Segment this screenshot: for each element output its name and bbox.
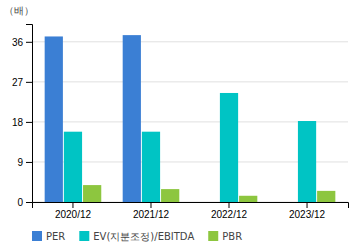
axis-line	[33, 203, 349, 209]
tick-label: 27	[12, 77, 24, 88]
legend-label: PER	[46, 231, 65, 242]
bar	[201, 202, 219, 203]
bar	[83, 185, 101, 202]
y-axis: 0 9 18 27 36	[12, 25, 33, 208]
tick-mark	[150, 202, 151, 208]
grid	[32, 42, 348, 202]
axis-line	[26, 25, 33, 203]
legend: PER EV(지분조정)/EBITDA PBR	[32, 231, 242, 242]
tick: 2022/12	[211, 202, 248, 220]
tick-label: 2020/12	[55, 209, 92, 220]
legend-swatch	[32, 231, 42, 241]
bar	[45, 36, 63, 202]
legend-label: EV(지분조정)/EBITDA	[93, 231, 194, 242]
bar	[64, 132, 82, 202]
tick: 2021/12	[133, 202, 170, 220]
bar	[239, 196, 257, 202]
bar	[142, 132, 160, 202]
y-label: （배）	[4, 5, 34, 16]
tick-label: 2021/12	[133, 209, 170, 220]
tick-label: 2023/12	[289, 209, 326, 220]
tick: 2020/12	[55, 202, 92, 220]
legend-swatch	[79, 231, 89, 241]
tick: 9	[17, 157, 32, 168]
tick-label: 18	[12, 117, 24, 128]
x-axis: 2020/12 2021/12 2022/12 2023/12	[33, 202, 349, 220]
tick-mark	[307, 202, 308, 208]
tick-mark	[26, 82, 32, 83]
bar	[123, 35, 141, 202]
tick-mark	[229, 202, 230, 208]
tick: 27	[12, 77, 32, 88]
legend-swatch	[208, 231, 218, 241]
tick: 0	[17, 197, 32, 208]
tick-mark	[72, 202, 73, 208]
grid-line	[32, 41, 348, 42]
legend-label: PBR	[222, 231, 242, 242]
tick-mark	[26, 162, 32, 163]
series	[64, 93, 316, 202]
bar	[220, 93, 238, 202]
tick-label: 0	[17, 197, 23, 208]
tick: 2023/12	[289, 202, 326, 220]
tick-label: 36	[12, 37, 24, 48]
plot: 0 9 18 27 36 2020/12 2021/12 2022/12 2023/12	[12, 25, 349, 221]
grid-line	[32, 81, 348, 82]
tick-label: 2022/12	[211, 209, 248, 220]
tick-mark	[26, 122, 32, 123]
bar	[298, 121, 316, 202]
bars	[45, 35, 336, 202]
legend-item: PER	[32, 231, 65, 242]
tick: 18	[12, 117, 32, 128]
bar	[161, 189, 179, 202]
series	[83, 185, 335, 202]
series	[45, 35, 141, 202]
bar	[279, 202, 297, 203]
chart: 0 9 18 27 36 2020/12 2021/12 2022/12 2023/12 （배） P…	[0, 0, 360, 248]
tick-mark	[26, 202, 32, 203]
tick-mark	[26, 42, 32, 43]
legend-item: EV(지분조정)/EBITDA	[79, 231, 194, 242]
tick-label: 9	[17, 157, 23, 168]
legend-item: PBR	[208, 231, 242, 242]
tick: 36	[12, 37, 32, 48]
bar	[317, 191, 335, 202]
